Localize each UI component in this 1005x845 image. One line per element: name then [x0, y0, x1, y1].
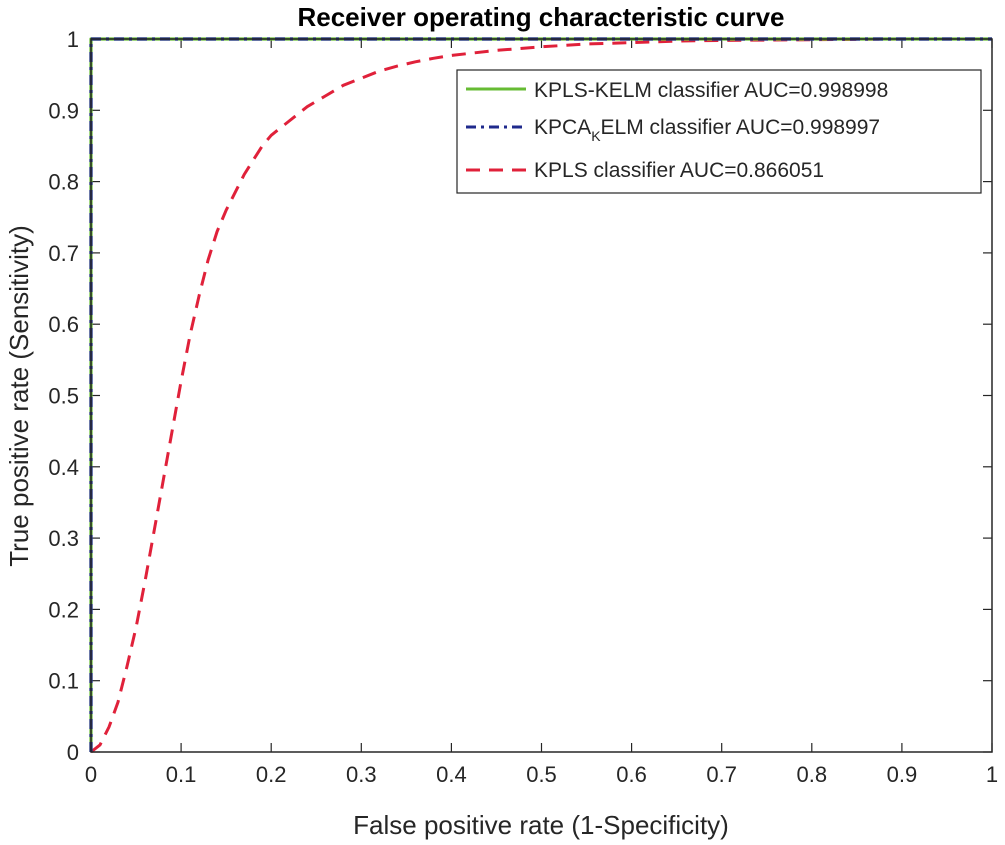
y-tick-label: 0.3 — [48, 526, 79, 551]
y-axis-label: True positive rate (Sensitivity) — [4, 225, 34, 566]
chart-title: Receiver operating characteristic curve — [297, 2, 784, 32]
y-tick-label: 0.6 — [48, 312, 79, 337]
x-tick-label: 0 — [85, 762, 97, 787]
x-tick-label: 0.2 — [256, 762, 287, 787]
plot-frame — [90, 38, 993, 753]
legend-label-kpca-subscript: K — [591, 128, 601, 144]
x-tick-label: 0.3 — [346, 762, 377, 787]
y-tick-label: 1 — [67, 27, 79, 52]
legend-label-kpca-kelm: KPCAKELM classifier AUC=0.998997 — [534, 116, 880, 144]
series-line-kpls — [90, 37, 992, 754]
legend-box — [456, 69, 982, 194]
axis-ticks: 0 0.1 0.2 0.3 0.4 0.5 0.6 0.7 0.8 0.9 1 0 0.1 0.2 0.3 0… — [48, 27, 998, 787]
legend-label-kpca-rest: ELM classifier AUC=0.998997 — [601, 116, 881, 139]
legend-label-kpca-prefix: KPCA — [534, 116, 591, 139]
x-tick-label: 0.9 — [887, 762, 918, 787]
x-tick-label: 1 — [986, 762, 998, 787]
y-tick-label: 0.2 — [48, 597, 79, 622]
y-tick-label: 0 — [67, 740, 79, 765]
y-tick-label: 0.7 — [48, 241, 79, 266]
x-axis-label: False positive rate (1-Specificity) — [353, 810, 729, 840]
x-tick-label: 0.1 — [166, 762, 197, 787]
y-tick-label: 0.9 — [48, 98, 79, 123]
legend-label-kpls-kelm: KPLS-KELM classifier AUC=0.998998 — [534, 79, 888, 102]
y-tick-label: 0.5 — [48, 384, 79, 409]
y-tick-label: 0.4 — [48, 455, 79, 480]
x-tick-label: 0.4 — [436, 762, 467, 787]
x-tick-label: 0.6 — [616, 762, 647, 787]
y-tick-label: 0.8 — [48, 170, 79, 195]
legend-label-kpls: KPLS classifier AUC=0.866051 — [534, 159, 824, 182]
x-tick-label: 0.5 — [526, 762, 557, 787]
y-tick-label: 0.1 — [48, 669, 79, 694]
x-tick-label: 0.8 — [797, 762, 828, 787]
legend: KPLS-KELM classifier AUC=0.998998 KPCAKE… — [456, 69, 982, 194]
x-tick-label: 0.7 — [706, 762, 737, 787]
